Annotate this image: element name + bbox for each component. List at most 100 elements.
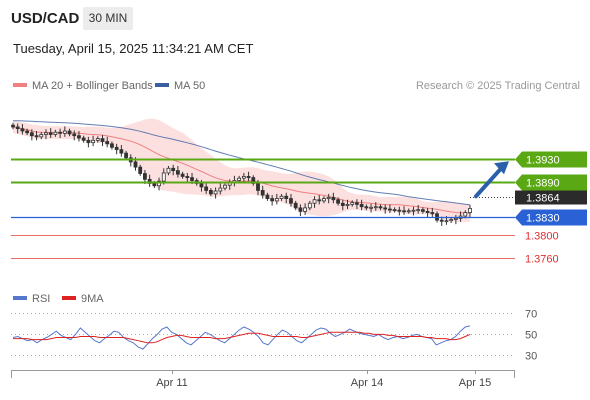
- candle: [303, 203, 308, 215]
- candle: [218, 183, 223, 195]
- rsi-legend-label: RSI: [32, 293, 51, 305]
- candle-body: [279, 195, 284, 199]
- candle: [317, 195, 322, 205]
- candle: [420, 207, 425, 214]
- candle: [34, 131, 39, 141]
- candle-body: [100, 138, 105, 142]
- candle: [114, 143, 119, 155]
- candle-body: [95, 138, 100, 141]
- candle-body: [39, 134, 44, 138]
- level-1-3930-label: 1.3930: [526, 155, 560, 167]
- candle-body: [180, 173, 185, 177]
- candle: [110, 141, 114, 150]
- candle-body: [213, 190, 218, 195]
- credit-text: Research © 2025 Trading Central: [415, 80, 580, 92]
- candle-body: [369, 206, 373, 209]
- candle: [77, 131, 81, 142]
- candle-body: [114, 146, 119, 151]
- symbol-title: USD/CAD: [11, 10, 80, 27]
- candle: [138, 164, 143, 176]
- candle: [378, 204, 383, 211]
- candle: [171, 164, 176, 176]
- candle: [119, 144, 124, 157]
- forecast-arrow-shaft: [474, 164, 505, 199]
- candle: [180, 171, 185, 179]
- candle-body: [317, 199, 322, 202]
- candle-body: [373, 206, 378, 209]
- candle-body: [62, 130, 67, 134]
- ma20-legend-label: MA 20 + Bollinger Bands: [32, 80, 153, 92]
- candle-body: [303, 207, 308, 212]
- ma50-line: [12, 120, 471, 206]
- candle: [411, 206, 416, 216]
- ma9-legend-label: 9MA: [81, 293, 104, 305]
- candle: [312, 196, 317, 208]
- candle: [406, 208, 411, 214]
- bollinger-band: [13, 118, 470, 223]
- candle: [44, 129, 48, 140]
- candle: [373, 202, 378, 211]
- candle: [208, 188, 213, 197]
- candle-body: [110, 143, 114, 148]
- level-1-3830-label: 1.3830: [526, 213, 560, 225]
- candle-body: [298, 207, 303, 212]
- candle-body: [439, 219, 444, 222]
- candle-body: [208, 190, 213, 195]
- legend-ma50: MA 50: [155, 80, 205, 92]
- timestamp: Tuesday, April 15, 2025 11:34:21 AM CET: [13, 41, 254, 56]
- legend-rsi: RSI: [13, 293, 50, 305]
- ma50-swatch: [155, 83, 169, 88]
- candlestick-layer: [11, 122, 472, 226]
- candle: [81, 135, 86, 143]
- candle-body: [364, 206, 369, 209]
- candle-body: [53, 131, 58, 135]
- candle-body: [204, 186, 209, 191]
- candle: [72, 130, 77, 141]
- level-1-3890-label: 1.3890: [526, 178, 560, 190]
- candle: [260, 185, 265, 199]
- candle: [326, 193, 331, 204]
- legend-9ma: 9MA: [62, 293, 104, 305]
- moving-average-layer: [12, 120, 471, 214]
- timeframe-badge[interactable]: 30 MIN: [83, 7, 133, 30]
- candle-body: [340, 202, 345, 206]
- candle-body: [199, 183, 204, 188]
- candle: [100, 135, 105, 147]
- candle: [25, 128, 30, 136]
- candle-body: [345, 203, 350, 206]
- candle-body: [256, 183, 260, 191]
- candle: [430, 207, 435, 218]
- candle: [39, 132, 44, 140]
- candle-body: [326, 197, 331, 199]
- candle: [265, 192, 270, 201]
- candle-body: [411, 209, 416, 212]
- time-tick-label: Apr 15: [459, 377, 491, 389]
- candle: [416, 204, 421, 214]
- rsi-swatch: [13, 296, 27, 301]
- rsi-panel: 70 50 30: [11, 309, 537, 363]
- candle: [289, 193, 293, 207]
- candle: [402, 206, 406, 215]
- candle-body: [383, 207, 388, 210]
- candle-body: [185, 176, 190, 179]
- candle-body: [124, 152, 128, 159]
- candle: [359, 199, 364, 211]
- level-1-3760-label: 1.3760: [525, 254, 559, 266]
- candle-body: [190, 177, 194, 181]
- candle-body: [274, 198, 279, 202]
- candle-body: [397, 209, 402, 212]
- candle-body: [359, 203, 364, 208]
- candle: [364, 204, 369, 211]
- candle: [307, 200, 312, 211]
- rsi-tick-50: 50: [525, 330, 537, 342]
- candle-body: [293, 202, 298, 209]
- time-axis: Apr 11 Apr 14 Apr 15: [11, 370, 515, 389]
- candle: [340, 199, 345, 211]
- candle: [20, 124, 25, 135]
- candle-body: [241, 176, 246, 179]
- candle: [185, 172, 190, 183]
- rsi-ma9-line: [13, 331, 471, 344]
- candle-body: [312, 199, 317, 204]
- ma20-line: [12, 126, 471, 214]
